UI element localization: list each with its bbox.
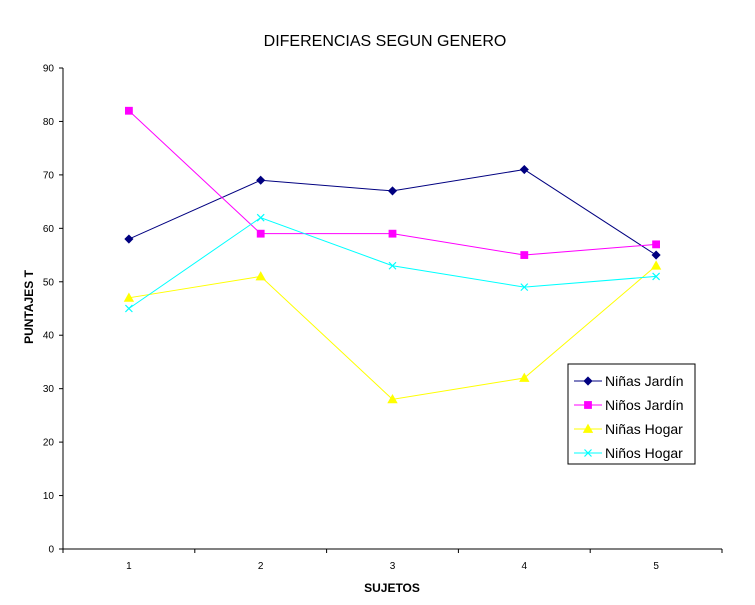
data-point (652, 272, 661, 281)
legend-marker (584, 449, 592, 457)
series-2 (125, 106, 660, 259)
series-3 (123, 260, 662, 404)
data-point (256, 175, 266, 185)
legend-label: Niños Jardín (605, 397, 684, 413)
x-tick-label: 1 (126, 561, 132, 572)
y-tick-label: 20 (43, 438, 55, 449)
legend-item: Niñas Jardín (574, 373, 684, 389)
data-point (388, 261, 397, 270)
series-1 (124, 164, 661, 260)
data-point (652, 240, 660, 249)
data-point (519, 164, 529, 175)
data-point (651, 250, 661, 260)
data-point (125, 106, 133, 115)
plot-area: 0 10 20 30 40 50 60 70 80 90 1 2 3 4 5 (43, 64, 723, 572)
y-tick-label: 40 (43, 331, 55, 342)
data-point (124, 234, 134, 244)
legend-item: Niñas Hogar (574, 421, 683, 437)
legend-marker (583, 376, 593, 386)
y-tick-label: 90 (43, 64, 55, 75)
y-tick-label: 80 (43, 117, 55, 128)
y-tick-label: 10 (43, 491, 55, 502)
legend-item: Niños Hogar (574, 445, 683, 461)
y-tick-label: 60 (43, 224, 55, 235)
data-point (256, 229, 265, 238)
data-point (255, 271, 266, 281)
x-tick-label: 2 (258, 561, 264, 572)
data-point (388, 229, 397, 238)
data-point (520, 283, 529, 292)
legend-item: Niños Jardín (574, 397, 684, 413)
data-point (519, 372, 530, 382)
data-point (387, 394, 398, 404)
data-point (256, 213, 265, 222)
series-line (128, 169, 657, 256)
legend: Niñas Jardín Niños Jardín Niñas Hogar Niños… (567, 363, 696, 465)
y-axis-title: PUNTAJES T (22, 269, 36, 343)
x-tick-label: 3 (390, 561, 396, 572)
data-point (123, 292, 135, 302)
legend-label: Niños Hogar (605, 445, 683, 461)
series-4 (124, 213, 661, 313)
data-point (650, 260, 662, 270)
data-point (124, 304, 133, 313)
x-tick-label: 4 (522, 561, 528, 572)
data-point (520, 251, 529, 259)
y-tick-label: 50 (43, 277, 55, 288)
legend-marker (582, 423, 594, 433)
y-tick-label: 70 (43, 170, 55, 181)
legend-marker (584, 401, 592, 409)
legend-label: Niñas Hogar (605, 421, 683, 437)
data-point (387, 186, 398, 196)
y-tick-label: 30 (43, 384, 55, 395)
x-axis-title: SUJETOS (364, 581, 420, 595)
y-tick-label: 0 (48, 545, 54, 556)
legend-label: Niñas Jardín (605, 373, 684, 389)
x-tick-label: 5 (653, 561, 659, 572)
chart-title: DIFERENCIAS SEGUN GENERO (264, 33, 507, 50)
